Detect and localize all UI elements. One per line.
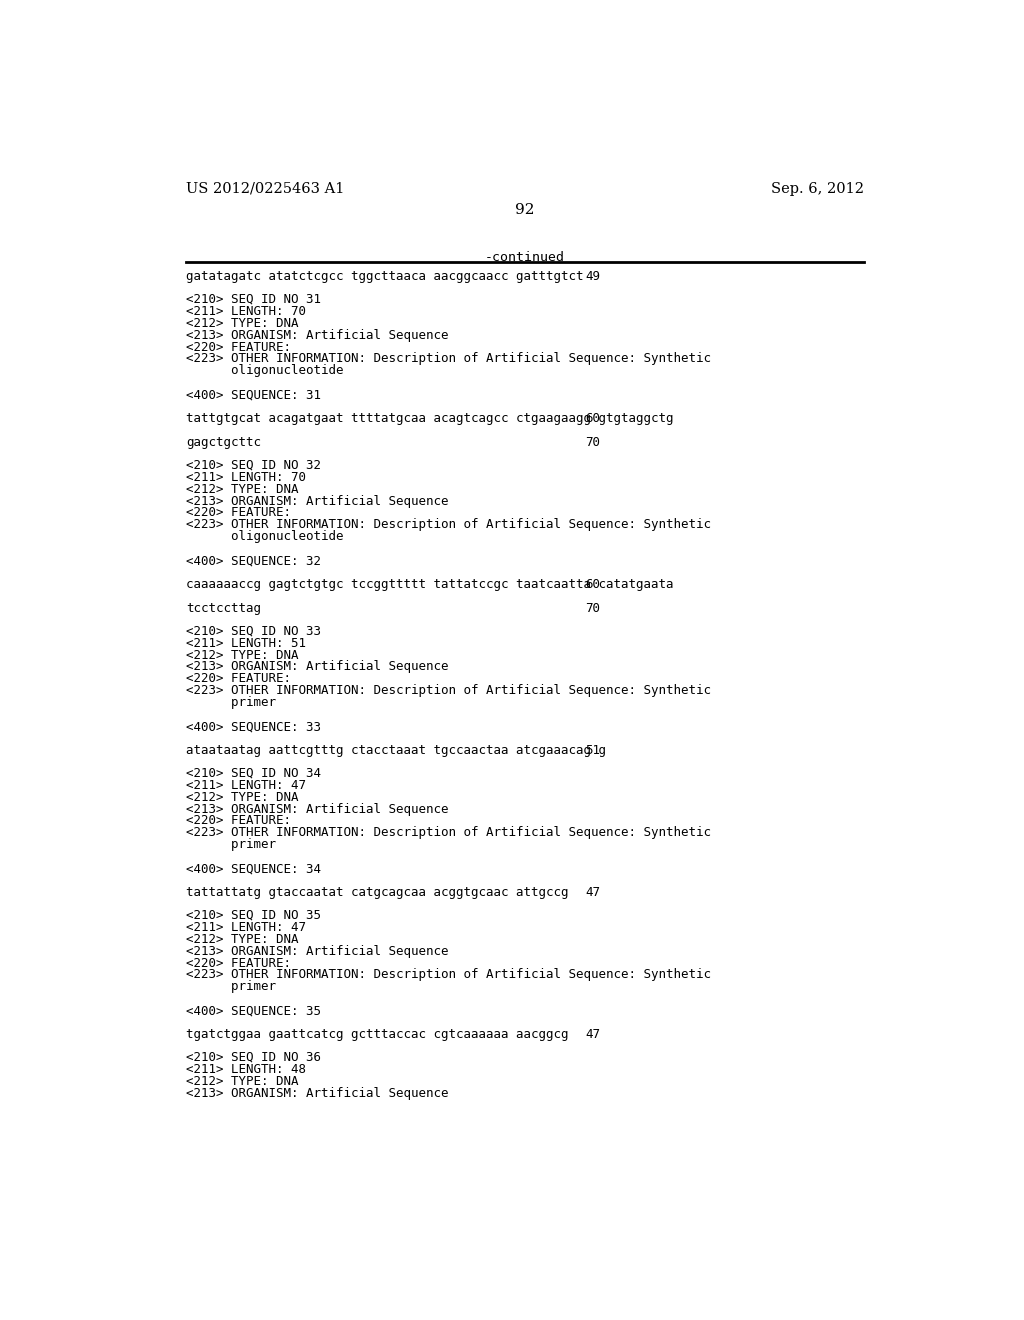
Text: <220> FEATURE:: <220> FEATURE: — [186, 672, 291, 685]
Text: <213> ORGANISM: Artificial Sequence: <213> ORGANISM: Artificial Sequence — [186, 495, 449, 507]
Text: <212> TYPE: DNA: <212> TYPE: DNA — [186, 933, 299, 945]
Text: gagctgcttc: gagctgcttc — [186, 436, 261, 449]
Text: <212> TYPE: DNA: <212> TYPE: DNA — [186, 1074, 299, 1088]
Text: US 2012/0225463 A1: US 2012/0225463 A1 — [186, 182, 344, 195]
Text: tcctccttag: tcctccttag — [186, 602, 261, 615]
Text: <211> LENGTH: 70: <211> LENGTH: 70 — [186, 305, 306, 318]
Text: <211> LENGTH: 51: <211> LENGTH: 51 — [186, 636, 306, 649]
Text: <213> ORGANISM: Artificial Sequence: <213> ORGANISM: Artificial Sequence — [186, 1086, 449, 1100]
Text: 60: 60 — [586, 578, 600, 591]
Text: <400> SEQUENCE: 31: <400> SEQUENCE: 31 — [186, 388, 322, 401]
Text: <400> SEQUENCE: 33: <400> SEQUENCE: 33 — [186, 721, 322, 733]
Text: <223> OTHER INFORMATION: Description of Artificial Sequence: Synthetic: <223> OTHER INFORMATION: Description of … — [186, 684, 711, 697]
Text: <400> SEQUENCE: 32: <400> SEQUENCE: 32 — [186, 554, 322, 568]
Text: tattgtgcat acagatgaat ttttatgcaa acagtcagcc ctgaagaagg gtgtaggctg: tattgtgcat acagatgaat ttttatgcaa acagtca… — [186, 412, 674, 425]
Text: <223> OTHER INFORMATION: Description of Artificial Sequence: Synthetic: <223> OTHER INFORMATION: Description of … — [186, 969, 711, 982]
Text: primer: primer — [186, 838, 276, 851]
Text: <210> SEQ ID NO 34: <210> SEQ ID NO 34 — [186, 767, 322, 780]
Text: <400> SEQUENCE: 35: <400> SEQUENCE: 35 — [186, 1005, 322, 1018]
Text: caaaaaaccg gagtctgtgc tccggttttt tattatccgc taatcaatta catatgaata: caaaaaaccg gagtctgtgc tccggttttt tattatc… — [186, 578, 674, 591]
Text: <211> LENGTH: 47: <211> LENGTH: 47 — [186, 779, 306, 792]
Text: <223> OTHER INFORMATION: Description of Artificial Sequence: Synthetic: <223> OTHER INFORMATION: Description of … — [186, 352, 711, 366]
Text: 47: 47 — [586, 1028, 600, 1041]
Text: <220> FEATURE:: <220> FEATURE: — [186, 814, 291, 828]
Text: <213> ORGANISM: Artificial Sequence: <213> ORGANISM: Artificial Sequence — [186, 660, 449, 673]
Text: primer: primer — [186, 981, 276, 994]
Text: <220> FEATURE:: <220> FEATURE: — [186, 341, 291, 354]
Text: <213> ORGANISM: Artificial Sequence: <213> ORGANISM: Artificial Sequence — [186, 803, 449, 816]
Text: <400> SEQUENCE: 34: <400> SEQUENCE: 34 — [186, 862, 322, 875]
Text: <213> ORGANISM: Artificial Sequence: <213> ORGANISM: Artificial Sequence — [186, 329, 449, 342]
Text: 60: 60 — [586, 412, 600, 425]
Text: <210> SEQ ID NO 32: <210> SEQ ID NO 32 — [186, 459, 322, 471]
Text: <220> FEATURE:: <220> FEATURE: — [186, 957, 291, 969]
Text: tgatctggaa gaattcatcg gctttaccac cgtcaaaaaa aacggcg: tgatctggaa gaattcatcg gctttaccac cgtcaaa… — [186, 1028, 568, 1041]
Text: <210> SEQ ID NO 36: <210> SEQ ID NO 36 — [186, 1051, 322, 1064]
Text: <212> TYPE: DNA: <212> TYPE: DNA — [186, 648, 299, 661]
Text: <212> TYPE: DNA: <212> TYPE: DNA — [186, 483, 299, 495]
Text: <211> LENGTH: 70: <211> LENGTH: 70 — [186, 471, 306, 483]
Text: ataataatag aattcgtttg ctacctaaat tgccaactaa atcgaaacag g: ataataatag aattcgtttg ctacctaaat tgccaac… — [186, 744, 606, 756]
Text: -continued: -continued — [484, 251, 565, 264]
Text: <210> SEQ ID NO 35: <210> SEQ ID NO 35 — [186, 908, 322, 921]
Text: 51: 51 — [586, 744, 600, 756]
Text: <210> SEQ ID NO 31: <210> SEQ ID NO 31 — [186, 293, 322, 306]
Text: <210> SEQ ID NO 33: <210> SEQ ID NO 33 — [186, 624, 322, 638]
Text: Sep. 6, 2012: Sep. 6, 2012 — [771, 182, 864, 195]
Text: <220> FEATURE:: <220> FEATURE: — [186, 507, 291, 520]
Text: primer: primer — [186, 696, 276, 709]
Text: 70: 70 — [586, 436, 600, 449]
Text: 47: 47 — [586, 886, 600, 899]
Text: <211> LENGTH: 48: <211> LENGTH: 48 — [186, 1063, 306, 1076]
Text: <212> TYPE: DNA: <212> TYPE: DNA — [186, 317, 299, 330]
Text: oligonucleotide: oligonucleotide — [186, 531, 344, 544]
Text: 49: 49 — [586, 271, 600, 282]
Text: <223> OTHER INFORMATION: Description of Artificial Sequence: Synthetic: <223> OTHER INFORMATION: Description of … — [186, 519, 711, 532]
Text: gatatagatc atatctcgcc tggcttaaca aacggcaacc gatttgtct: gatatagatc atatctcgcc tggcttaaca aacggca… — [186, 271, 584, 282]
Text: 70: 70 — [586, 602, 600, 615]
Text: <212> TYPE: DNA: <212> TYPE: DNA — [186, 791, 299, 804]
Text: oligonucleotide: oligonucleotide — [186, 364, 344, 378]
Text: 92: 92 — [515, 203, 535, 216]
Text: <211> LENGTH: 47: <211> LENGTH: 47 — [186, 921, 306, 933]
Text: tattattatg gtaccaatat catgcagcaa acggtgcaac attgccg: tattattatg gtaccaatat catgcagcaa acggtgc… — [186, 886, 568, 899]
Text: <213> ORGANISM: Artificial Sequence: <213> ORGANISM: Artificial Sequence — [186, 945, 449, 957]
Text: <223> OTHER INFORMATION: Description of Artificial Sequence: Synthetic: <223> OTHER INFORMATION: Description of … — [186, 826, 711, 840]
